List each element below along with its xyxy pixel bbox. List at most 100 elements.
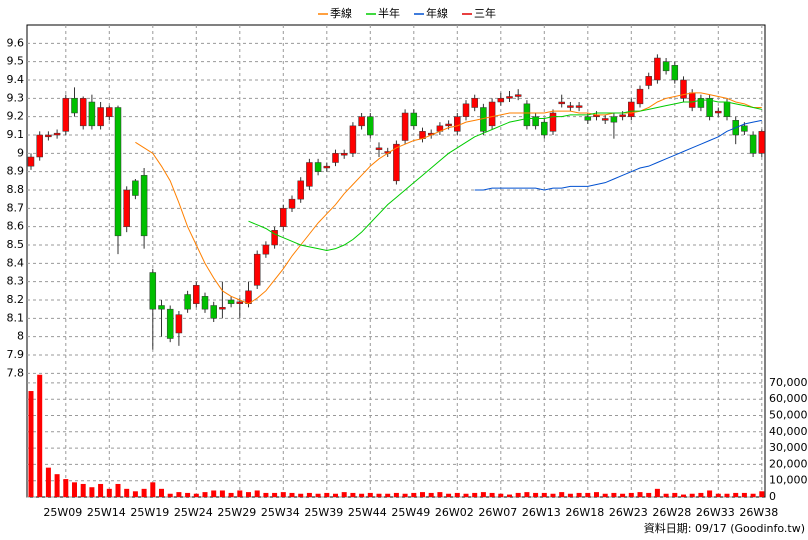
y-tick-label: 9.4 — [7, 73, 25, 86]
candle-body — [471, 98, 478, 108]
candle-body — [184, 294, 191, 310]
volume-bar — [559, 492, 565, 497]
y-tick-label: 8.8 — [7, 183, 25, 196]
candle-body — [271, 230, 278, 246]
volume-bar — [350, 492, 356, 497]
volume-bar — [298, 493, 304, 497]
candle-body — [340, 153, 348, 156]
candle-body — [245, 290, 252, 304]
x-tick-label: 25W34 — [261, 506, 300, 519]
volume-bar — [533, 492, 539, 497]
candle-body — [410, 112, 418, 127]
x-tick-label: 26W28 — [652, 506, 691, 519]
volume-bar — [507, 494, 512, 497]
candle-body — [662, 61, 670, 72]
y-tick-label: 9.1 — [7, 128, 25, 141]
volume-bar — [63, 479, 69, 497]
legend-label: 季線 — [330, 6, 352, 20]
candle-body — [532, 116, 539, 127]
y-tick-label: 7.8 — [7, 366, 25, 379]
legend-label: 半年 — [378, 6, 400, 20]
y-tick-label: 9 — [17, 146, 24, 159]
volume-bar — [437, 492, 443, 497]
candle-body — [149, 272, 157, 310]
candle-body — [280, 208, 287, 227]
ma-line — [135, 92, 762, 305]
volume-bar — [37, 374, 43, 497]
candle-body — [236, 301, 244, 304]
volume-bar — [524, 492, 530, 497]
volume-bar — [237, 490, 243, 497]
x-tick-label: 25W39 — [304, 506, 343, 519]
volume-bar — [246, 492, 251, 497]
volume-bar — [132, 491, 138, 497]
candle-body — [262, 244, 270, 255]
candle-body — [79, 98, 87, 127]
y2-tick-label: 60,000 — [769, 392, 808, 405]
volume-bar — [663, 493, 669, 497]
x-tick-label: 26W07 — [478, 506, 517, 519]
volume-bar — [567, 493, 573, 497]
candle-body — [175, 314, 183, 334]
volume-bar — [611, 492, 617, 497]
volume-bar — [219, 490, 225, 497]
candle-body — [549, 112, 557, 132]
volume-bar — [289, 492, 295, 497]
volume-bar — [167, 493, 173, 497]
y-tick-label: 8 — [17, 330, 24, 343]
y-tick-label: 8.5 — [7, 238, 25, 251]
candle-body — [253, 253, 261, 286]
candle-body — [706, 98, 713, 117]
volume-bar — [159, 488, 164, 497]
candle-body — [132, 180, 139, 196]
candle-body — [106, 107, 113, 117]
volume-bar — [324, 492, 330, 497]
candle-body — [158, 305, 165, 310]
candle-body — [227, 299, 235, 304]
volume-bar — [707, 490, 713, 497]
y-tick-label: 8.7 — [7, 201, 25, 214]
candle-body — [628, 101, 635, 117]
volume-bar — [385, 493, 391, 497]
volume-bar — [480, 492, 486, 497]
candle-body — [541, 121, 548, 136]
volume-bar — [54, 474, 60, 497]
candle-body — [367, 116, 374, 136]
candle-body — [375, 147, 383, 150]
candle-body — [506, 96, 513, 99]
candle-body — [601, 118, 609, 121]
candle-body — [349, 125, 357, 154]
y-tick-label: 9.2 — [7, 110, 25, 123]
x-tick-label: 25W19 — [130, 506, 169, 519]
volume-bar — [672, 492, 678, 497]
x-tick-label: 25W44 — [348, 506, 387, 519]
ma-line — [474, 119, 762, 191]
volume-bar — [228, 492, 234, 497]
legend-label: 三年 — [474, 6, 496, 20]
volume-bar — [654, 488, 660, 497]
volume-bar — [472, 492, 478, 497]
candle-body — [575, 105, 583, 108]
y-tick-label: 8.9 — [7, 165, 25, 178]
x-tick-label: 26W18 — [565, 506, 604, 519]
volume-bar — [211, 490, 217, 497]
volume-bar — [420, 492, 425, 497]
candle-body — [140, 175, 148, 237]
candle-body — [193, 285, 200, 304]
candle-body — [758, 131, 766, 154]
candle-body — [27, 156, 35, 167]
x-tick-label: 25W09 — [43, 506, 82, 519]
volume-bar — [550, 493, 556, 497]
candle-body — [462, 103, 470, 117]
volume-bar — [359, 493, 365, 497]
candle-body — [401, 112, 409, 141]
y-tick-label: 8.6 — [7, 220, 25, 233]
volume-bar — [141, 488, 147, 497]
candle-body — [62, 98, 70, 132]
volume-bar — [454, 492, 460, 497]
y-tick-label: 8.2 — [7, 293, 25, 306]
volume-bar — [681, 494, 686, 497]
candle-body — [636, 88, 644, 105]
volume-bar — [393, 492, 399, 497]
